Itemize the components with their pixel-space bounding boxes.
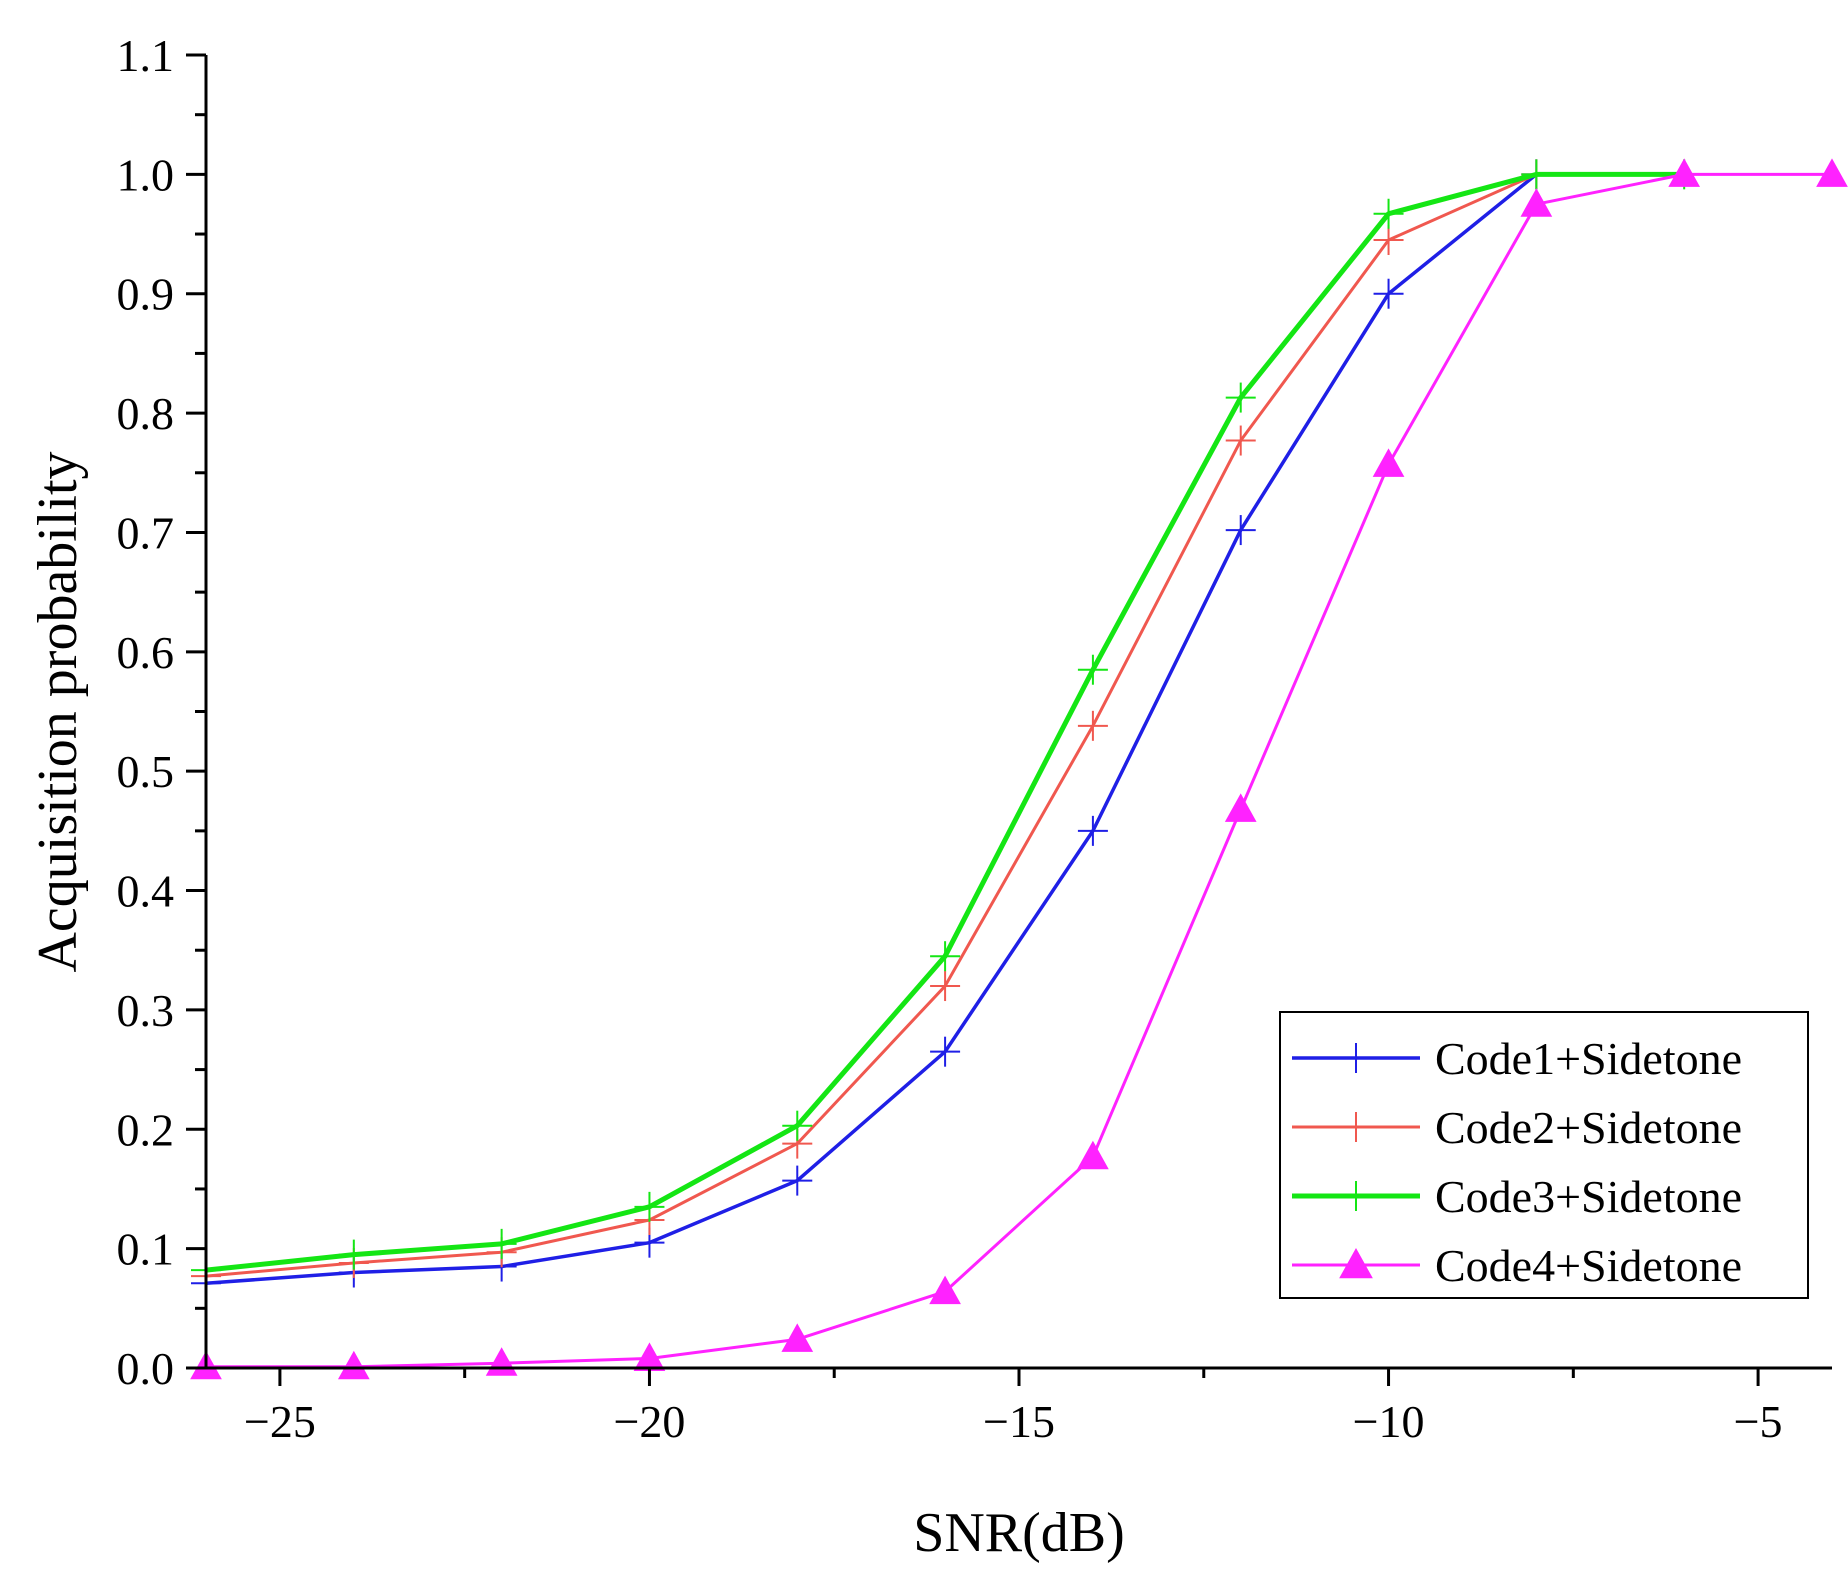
data-point — [1373, 198, 1404, 229]
x-tick-label: −20 — [613, 1396, 685, 1447]
data-point — [1373, 225, 1404, 256]
data-point — [1225, 425, 1256, 456]
legend-label: Code1+Sidetone — [1435, 1033, 1742, 1084]
x-tick-label: −5 — [1734, 1396, 1783, 1447]
legend-marker — [1339, 1247, 1373, 1279]
plot-area — [190, 158, 1848, 1380]
legend: Code1+Sidetone Code2+Sidetone Code3+Sideto… — [1279, 1011, 1809, 1299]
y-tick-label: 0.6 — [117, 627, 175, 678]
data-point — [337, 1350, 370, 1380]
legend-label: Code3+Sidetone — [1435, 1171, 1742, 1222]
data-point — [930, 971, 961, 1002]
data-point — [1521, 159, 1552, 190]
series-line — [206, 172, 1832, 1369]
data-point — [1372, 448, 1405, 477]
data-point — [486, 1228, 517, 1259]
data-point — [929, 1275, 961, 1305]
y-tick-label: 0.9 — [117, 269, 175, 320]
data-point — [930, 1036, 961, 1067]
y-tick-label: 0.2 — [117, 1104, 175, 1155]
data-point — [1225, 515, 1256, 546]
x-axis-title: SNR(dB) — [913, 1502, 1125, 1564]
data-point — [1077, 815, 1108, 846]
legend-marker — [1341, 1112, 1371, 1142]
data-point — [930, 941, 961, 972]
legend-entry: Code1+Sidetone — [1292, 1033, 1742, 1084]
y-tick-label: 0.4 — [117, 866, 175, 917]
data-point — [1373, 278, 1404, 309]
series-4 — [190, 158, 1848, 1380]
y-tick-label: 0.8 — [117, 388, 175, 439]
data-point — [634, 1191, 665, 1222]
legend-entry: Code2+Sidetone — [1292, 1102, 1742, 1153]
data-point — [1225, 382, 1256, 413]
series-line — [205, 173, 1538, 1285]
series-line — [205, 172, 1537, 1278]
legend-entry: Code4+Sidetone — [1292, 1240, 1742, 1291]
y-tick-label: 0.7 — [117, 507, 175, 558]
x-tick-label: −10 — [1353, 1396, 1425, 1447]
x-tick-label: −25 — [244, 1396, 316, 1447]
data-point — [1520, 188, 1553, 217]
x-ticks: −25 −20 −15 −10 −5 — [244, 1368, 1783, 1447]
y-tick-label: 0.0 — [117, 1343, 175, 1394]
data-point — [1077, 654, 1108, 685]
data-point — [782, 1165, 813, 1196]
data-point — [782, 1110, 813, 1141]
x-tick-label: −15 — [983, 1396, 1055, 1447]
data-point — [781, 1323, 814, 1352]
data-point — [1224, 793, 1257, 822]
legend-marker — [1341, 1043, 1371, 1073]
legend-label: Code4+Sidetone — [1435, 1240, 1742, 1291]
data-point — [1816, 158, 1848, 187]
legend-entry: Code3+Sidetone — [1292, 1171, 1742, 1222]
y-ticks: 0.0 0.1 0.2 0.3 0.4 0.5 0.6 0.7 0.8 0.9 1.0 1.1 — [117, 30, 206, 1394]
data-point — [1077, 710, 1108, 741]
y-tick-label: 1.0 — [117, 149, 175, 200]
y-axis-title: Acquisition probability — [27, 451, 89, 972]
legend-marker — [1341, 1181, 1371, 1211]
series-1 — [191, 159, 1552, 1299]
y-tick-label: 0.1 — [117, 1224, 175, 1275]
data-point — [338, 1239, 369, 1270]
y-tick-label: 0.3 — [117, 985, 175, 1036]
data-point — [1077, 1140, 1109, 1170]
data-point — [1668, 158, 1701, 187]
y-tick-label: 0.5 — [117, 746, 175, 797]
legend-label: Code2+Sidetone — [1435, 1102, 1742, 1153]
y-tick-label: 1.1 — [117, 30, 175, 81]
